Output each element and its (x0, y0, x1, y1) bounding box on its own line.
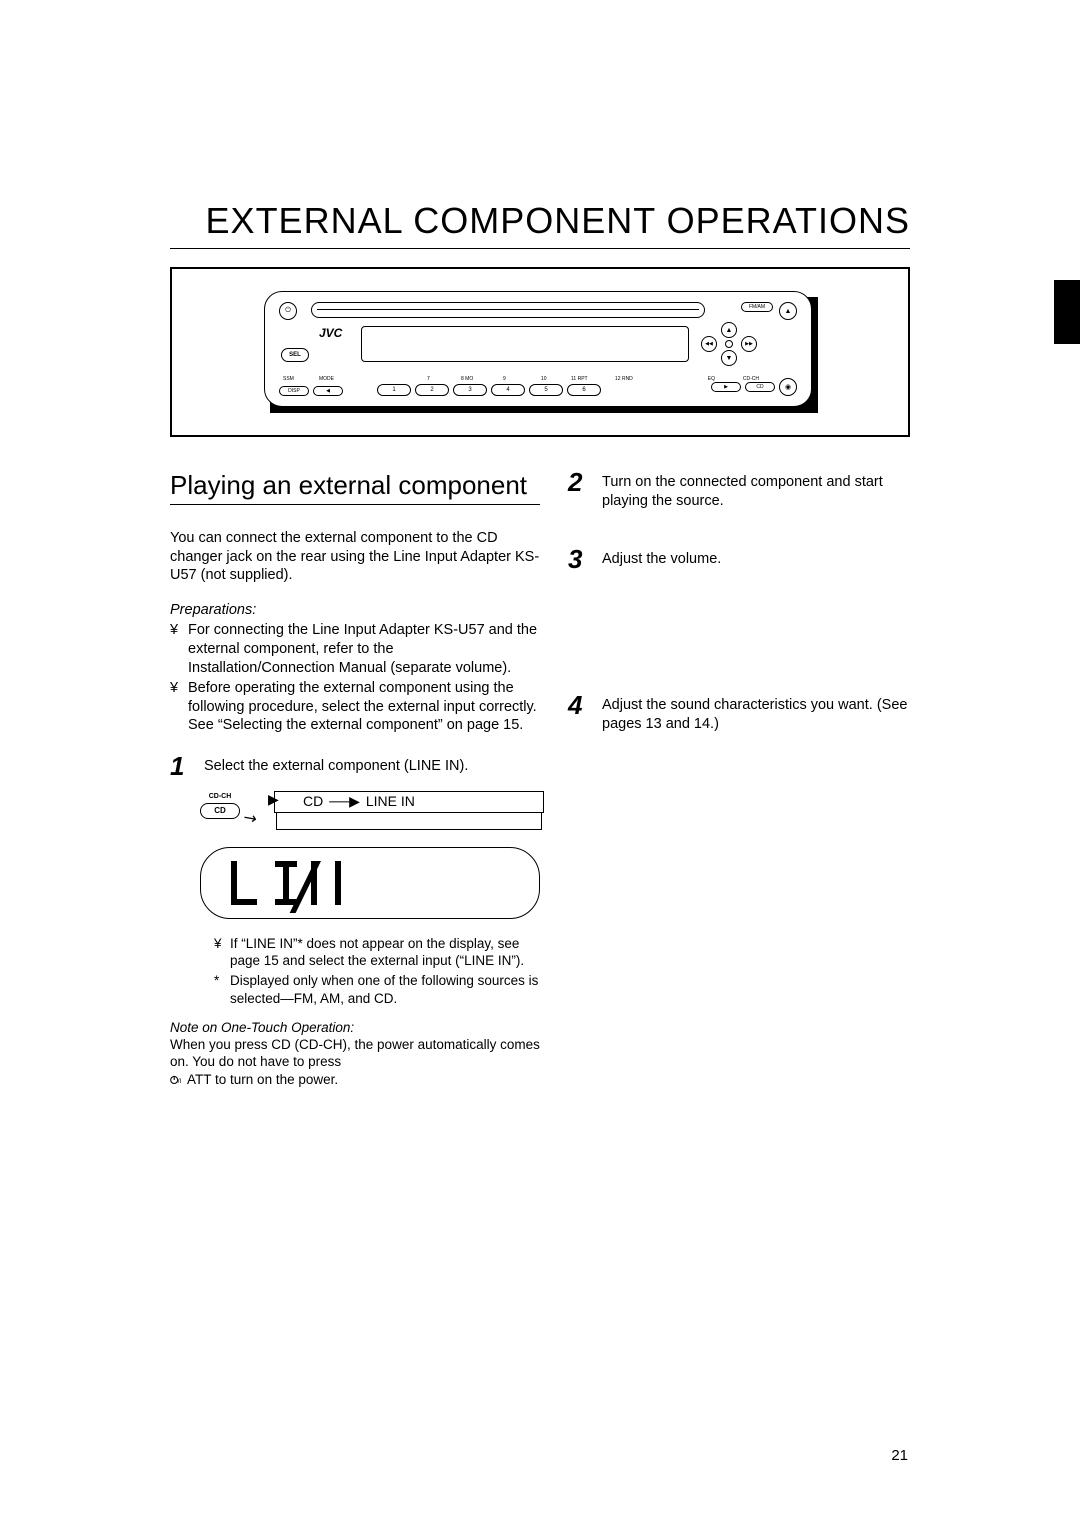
device-face: ⏻ FM/AM ▲ JVC SEL ▲ ◀◀ ▶▶ ▼ SSM MODE 7 (264, 291, 812, 407)
seg-lin (231, 861, 341, 905)
num-6: 6 (567, 384, 601, 396)
att-label: ATT (187, 1072, 211, 1087)
manual-page: EXTERNAL COMPONENT OPERATIONS ⏻ FM/AM ▲ … (0, 0, 1080, 1528)
step-text: Turn on the connected component and star… (602, 469, 910, 510)
note-line2: to turn on the power. (211, 1072, 338, 1087)
seek-left-button: ◀ (313, 386, 343, 396)
power-icon: ⏻ (279, 302, 297, 320)
preparations-label: Preparations: (170, 601, 540, 620)
prep-bullet-1: ¥ For connecting the Line Input Adapter … (170, 621, 540, 677)
number-buttons: 1 2 3 4 5 6 (377, 384, 601, 396)
note-glyph: * (214, 972, 230, 1007)
seg-N (311, 861, 341, 905)
flow-return-line (276, 812, 542, 830)
prep-bullets: ¥ For connecting the Line Input Adapter … (170, 621, 540, 734)
step1-note-1: ¥ If “LINE IN”* does not appear on the d… (214, 935, 540, 970)
cd-button: CD (745, 382, 775, 392)
down-button: ▼ (721, 350, 737, 366)
step1-notes: ¥ If “LINE IN”* does not appear on the d… (214, 935, 540, 1007)
rpt-label: 11 RPT (571, 376, 588, 382)
rnd-label: 12 RND (615, 376, 633, 382)
cdch-tiny-label: CD-CH (200, 793, 240, 802)
num-5: 5 (529, 384, 563, 396)
sel-button: SEL (281, 348, 309, 362)
bullet-text: Before operating the external component … (188, 679, 540, 735)
step-text: Adjust the volume. (602, 546, 910, 572)
flow-cd: CD (303, 793, 323, 811)
svg-text:/I: /I (178, 1078, 182, 1085)
center-dot (725, 340, 733, 348)
ssm-label: SSM (283, 376, 294, 382)
prep-bullet-2: ¥ Before operating the external componen… (170, 679, 540, 735)
bottom-right-buttons: ▶ CD ◉ (711, 378, 797, 396)
eject-button: ▲ (779, 302, 797, 320)
intro-text: You can connect the external component t… (170, 529, 540, 585)
page-number: 21 (891, 1447, 908, 1464)
step1-note-2: * Displayed only when one of the followi… (214, 972, 540, 1007)
bottom-round: ◉ (779, 378, 797, 396)
lcd-window (361, 326, 689, 362)
step-2: 2 Turn on the connected component and st… (568, 469, 910, 510)
fm-am-button: FM/AM (741, 302, 773, 312)
device-illustration-frame: ⏻ FM/AM ▲ JVC SEL ▲ ◀◀ ▶▶ ▼ SSM MODE 7 (170, 267, 910, 437)
step-number: 4 (568, 692, 602, 733)
bottom-left-buttons: DISP ◀ (279, 386, 343, 396)
title-rule (170, 248, 910, 249)
disp-button: DISP (279, 386, 309, 396)
right-column: 2 Turn on the connected component and st… (568, 469, 910, 1088)
up-button: ▲ (721, 322, 737, 338)
step-3: 3 Adjust the volume. (568, 546, 910, 572)
body-columns: Playing an external component You can co… (170, 469, 910, 1088)
one-touch-note: Note on One-Touch Operation: When you pr… (170, 1019, 540, 1088)
num-1: 1 (377, 384, 411, 396)
mode-label: MODE (319, 376, 334, 382)
nav-knobs: ▲ ◀◀ ▶▶ ▼ (701, 322, 757, 366)
note-line1: When you press CD (CD-CH), the power aut… (170, 1037, 540, 1069)
eq-button: ▶ (711, 382, 741, 392)
step-4: 4 Adjust the sound characteristics you w… (568, 692, 910, 733)
power-att-icon: /I (170, 1075, 184, 1085)
step-1: 1 Select the external component (LINE IN… (170, 753, 540, 779)
flow-linein: LINE IN (366, 793, 415, 811)
bullet-text: For connecting the Line Input Adapter KS… (188, 621, 540, 677)
step-number: 3 (568, 546, 602, 572)
n10-label: 10 (541, 376, 547, 382)
section-tab (1054, 280, 1080, 344)
num-4: 4 (491, 384, 525, 396)
num-3: 3 (453, 384, 487, 396)
cd-pill: CD (200, 803, 240, 819)
step-text: Select the external component (LINE IN). (204, 753, 540, 779)
note-text: If “LINE IN”* does not appear on the dis… (230, 935, 540, 970)
cd-button-graphic: CD-CH CD (200, 793, 240, 819)
source-flow-diagram: CD-CH CD ↘ ▶ CD ──▶ LINE IN (200, 789, 540, 833)
left-column: Playing an external component You can co… (170, 469, 540, 1088)
note-heading: Note on One-Touch Operation: (170, 1020, 354, 1035)
lcd-demo (200, 847, 540, 919)
n7-label: 7 (427, 376, 430, 382)
num-2: 2 (415, 384, 449, 396)
next-button: ▶▶ (741, 336, 757, 352)
press-arrow-icon: ↘ (239, 807, 262, 831)
note-text: Displayed only when one of the following… (230, 972, 540, 1007)
flow-box: CD ──▶ LINE IN (274, 791, 544, 813)
seg-L (231, 861, 261, 905)
page-title: EXTERNAL COMPONENT OPERATIONS (206, 200, 910, 242)
arrow-icon: ──▶ (329, 793, 360, 811)
note-glyph: ¥ (214, 935, 230, 970)
cd-slot-line (317, 309, 699, 310)
n9-label: 9 (503, 376, 506, 382)
title-block: EXTERNAL COMPONENT OPERATIONS (170, 200, 910, 249)
mo-label: 8 MO (461, 376, 473, 382)
cd-slot (311, 302, 705, 318)
section-heading: Playing an external component (170, 469, 540, 505)
bullet-glyph: ¥ (170, 679, 188, 735)
bullet-glyph: ¥ (170, 621, 188, 677)
brand-logo: JVC (319, 326, 342, 340)
step-number: 2 (568, 469, 602, 510)
step-number: 1 (170, 753, 204, 779)
prev-button: ◀◀ (701, 336, 717, 352)
step-text: Adjust the sound characteristics you wan… (602, 692, 910, 733)
